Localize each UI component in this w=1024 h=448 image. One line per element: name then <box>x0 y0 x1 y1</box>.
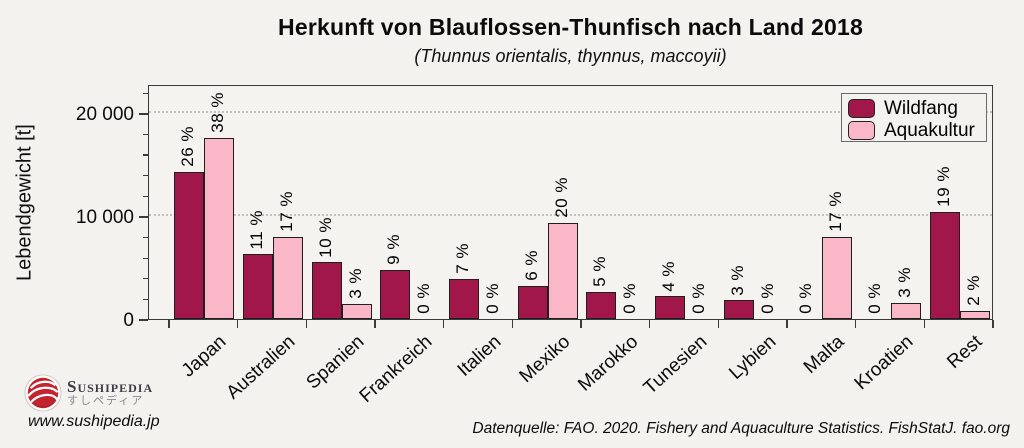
plot-area: 26 % 11 % 10 % 9 % 7 % 6 % 5 % 4 % 3 % 0 % 0 % 19 %… <box>148 85 993 320</box>
percent-label-aquakultur-kroatien: 3 % <box>895 266 914 298</box>
y-tick-label-0: 0 <box>123 310 134 331</box>
y-minor-tick <box>143 133 148 136</box>
percent-label-wildfang-lybien: 3 % <box>727 264 747 296</box>
brand-name-japanese: すしペディア <box>67 394 145 407</box>
percent-label-wildfang-japan: 26 % <box>178 125 198 167</box>
x-boundary-tick <box>717 320 720 328</box>
percent-label-wildfang-malta: 0 % <box>796 283 816 314</box>
x-category-label-australien: Australien <box>222 331 300 404</box>
x-boundary-tick <box>305 320 308 328</box>
y-minor-tick <box>143 298 148 300</box>
y-minor-tick <box>143 236 148 239</box>
bar-wildfang-frankreich <box>380 269 411 319</box>
bar-aquakultur-australien <box>273 236 303 319</box>
percent-label-wildfang-spanien: 10 % <box>315 216 335 258</box>
y-minor-tick <box>143 92 148 94</box>
percent-label-aquakultur-frankreich: 0 % <box>414 283 434 314</box>
bar-aquakultur-spanien <box>341 303 372 319</box>
y-minor-tick <box>143 154 148 156</box>
website-url: www.sushipedia.jp <box>28 413 160 430</box>
percent-label-aquakultur-japan: 38 % <box>208 91 228 133</box>
chart-title: Herkunft von Blauflossen-Thunfisch nach … <box>278 14 863 40</box>
percent-label-aquakultur-spanien: 3 % <box>345 267 365 299</box>
percent-label-wildfang-kroatien: 0 % <box>865 283 884 314</box>
y-tick-label-20000: 20 000 <box>75 103 134 125</box>
x-boundary-tick <box>236 320 239 328</box>
brand-block: Sushipedia すしペディア <box>24 374 153 412</box>
y-tick-label-10000: 10 000 <box>75 206 134 228</box>
y-minor-tick <box>143 195 148 197</box>
bar-wildfang-australien <box>243 254 273 319</box>
bar-wildfang-marokko <box>586 292 617 319</box>
y-major-tick-10000 <box>139 216 148 218</box>
bar-wildfang-italien <box>449 278 479 319</box>
x-boundary-tick <box>648 320 651 328</box>
y-major-tick-0 <box>139 319 148 321</box>
percent-label-wildfang-tunesien: 4 % <box>659 260 678 292</box>
bar-wildfang-spanien <box>311 262 342 319</box>
x-boundary-tick <box>511 320 514 328</box>
legend-label-wildfang: Wildfang <box>884 97 958 119</box>
sushipedia-logo-icon <box>24 374 62 412</box>
percent-label-wildfang-rest: 19 % <box>933 166 953 207</box>
percent-label-wildfang-mexiko: 6 % <box>521 250 541 282</box>
percent-label-aquakultur-tunesien: 0 % <box>689 283 708 314</box>
percent-label-aquakultur-marokko: 0 % <box>620 283 640 314</box>
percent-label-aquakultur-lybien: 0 % <box>757 283 777 314</box>
x-boundary-tick <box>992 320 994 328</box>
x-category-label-frankreich: Frankreich <box>355 331 437 407</box>
y-minor-tick <box>143 278 148 280</box>
bar-wildfang-lybien <box>723 300 754 319</box>
percent-label-aquakultur-rest: 2 % <box>963 274 983 306</box>
percent-label-wildfang-frankreich: 9 % <box>384 233 404 265</box>
y-major-tick-20000 <box>139 113 148 115</box>
brand-name: Sushipedia <box>67 376 154 396</box>
x-boundary-tick <box>580 320 582 328</box>
bar-aquakultur-mexiko <box>547 223 578 319</box>
legend-row-aquakultur: Aquakultur <box>848 120 986 140</box>
percent-label-aquakultur-malta: 17 % <box>826 190 846 232</box>
y-minor-tick <box>143 257 148 259</box>
y-axis-label: Lebendgewicht [t] <box>13 124 36 281</box>
x-boundary-tick <box>854 320 857 328</box>
bar-wildfang-mexiko <box>517 286 548 319</box>
gridline-20000 <box>149 110 992 113</box>
gridline-10000 <box>149 213 992 216</box>
bar-wildfang-tunesien <box>655 296 685 319</box>
x-boundary-tick <box>923 320 926 328</box>
legend-label-aquakultur: Aquakultur <box>884 119 975 141</box>
percent-label-aquakultur-mexiko: 20 % <box>551 177 571 219</box>
x-boundary-tick <box>786 320 788 328</box>
brand-text: Sushipedia すしペディア <box>67 378 153 408</box>
bar-aquakultur-kroatien <box>891 302 921 319</box>
data-source-note: Datenquelle: FAO. 2020. Fishery and Aqua… <box>472 420 1010 437</box>
legend-row-wildfang: Wildfang <box>848 98 986 118</box>
percent-label-aquakultur-italien: 0 % <box>483 283 502 314</box>
legend-swatch-aquakultur <box>848 120 875 140</box>
percent-label-wildfang-italien: 7 % <box>453 243 472 274</box>
bar-aquakultur-japan <box>204 137 235 319</box>
y-minor-tick <box>143 175 148 177</box>
percent-label-wildfang-australien: 11 % <box>247 209 266 250</box>
bar-aquakultur-malta <box>822 236 853 319</box>
percent-label-wildfang-marokko: 5 % <box>590 256 610 288</box>
bar-wildfang-rest <box>929 211 960 319</box>
x-boundary-tick <box>374 320 376 328</box>
percent-label-aquakultur-australien: 17 % <box>277 190 296 232</box>
x-boundary-tick <box>442 320 445 328</box>
bar-wildfang-japan <box>174 171 205 319</box>
x-boundary-tick <box>168 320 170 328</box>
legend-swatch-wildfang <box>848 98 875 118</box>
bar-aquakultur-rest <box>959 310 990 319</box>
chart-subtitle: (Thunnus orientalis, thynnus, maccoyii) <box>414 46 727 66</box>
x-category-label-spanien: Spanien <box>302 331 369 394</box>
legend: Wildfang Aquakultur <box>841 93 987 142</box>
